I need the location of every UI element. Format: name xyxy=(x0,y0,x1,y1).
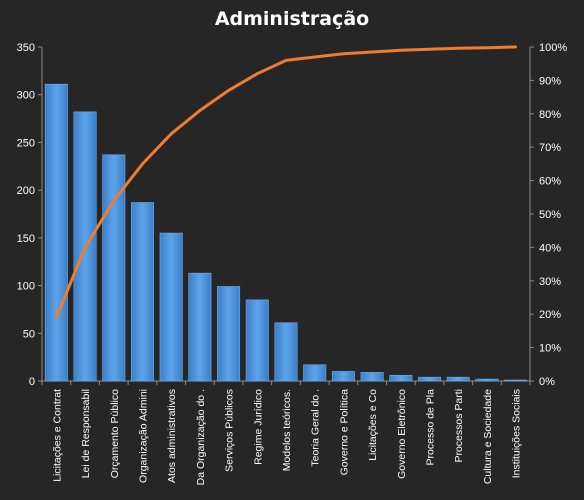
left-tick-label: 50 xyxy=(23,328,35,340)
chart-title: Administração xyxy=(215,8,369,30)
bar xyxy=(331,371,355,382)
category-label: Teoria Geral do . xyxy=(310,389,322,467)
right-tick-label: 90% xyxy=(539,75,561,87)
bar xyxy=(159,232,183,382)
bar xyxy=(360,372,384,382)
bar xyxy=(475,378,499,382)
cumulative-line-series xyxy=(54,45,518,319)
right-tick-label: 50% xyxy=(539,209,561,221)
category-label: Da Organização do . xyxy=(195,389,207,485)
left-tick-label: 150 xyxy=(17,233,35,245)
category-label: Cultura e Sociedade xyxy=(482,389,494,484)
right-tick-label: 80% xyxy=(539,109,561,121)
category-labels: Licitações e Contrat Lei de Responsabil Or… xyxy=(51,389,522,485)
category-label: Regime Jurídico xyxy=(252,389,264,465)
category-label: Lei de Responsabil xyxy=(80,389,92,478)
cumulative-line xyxy=(54,45,518,319)
left-tick-label: 200 xyxy=(17,185,35,197)
category-label: Serviços Públicos xyxy=(224,389,236,472)
bar xyxy=(418,376,442,382)
right-tick-label: 60% xyxy=(539,176,561,188)
category-label: Modelos teóricos. xyxy=(281,389,293,471)
bar xyxy=(188,272,212,382)
bar xyxy=(245,299,269,382)
category-label: Atos administrativos xyxy=(166,389,178,483)
bar-series xyxy=(44,83,528,382)
category-label: Processo de Pla xyxy=(425,389,437,466)
category-label: Processos Parti xyxy=(453,389,465,463)
category-label: Governo Eletrônico xyxy=(396,389,408,479)
right-tick-label: 100% xyxy=(539,42,567,54)
bar xyxy=(303,364,327,382)
bar xyxy=(389,374,413,382)
left-tick-label: 100 xyxy=(17,281,35,293)
right-tick-label: 10% xyxy=(539,343,561,355)
bar xyxy=(274,322,298,382)
bar xyxy=(217,286,241,382)
category-label: Orçamento Público xyxy=(109,389,121,478)
right-tick-label: 40% xyxy=(539,242,561,254)
left-tick-label: 300 xyxy=(17,90,35,102)
category-label: Organização Admini xyxy=(137,389,149,483)
bar xyxy=(44,83,68,382)
left-tick-label: 0 xyxy=(29,376,35,388)
bar xyxy=(130,202,154,382)
left-tick-label: 350 xyxy=(17,42,35,54)
right-tick-label: 30% xyxy=(539,276,561,288)
right-tick-label: 0% xyxy=(539,376,555,388)
category-label: Instituições Sociais xyxy=(511,389,523,478)
category-label: Governo e Política xyxy=(338,389,350,476)
category-label: Licitações e Contrat xyxy=(51,389,63,482)
right-tick-label: 20% xyxy=(539,309,561,321)
bar xyxy=(504,379,528,382)
left-tick-label: 250 xyxy=(17,137,35,149)
axes: 0 50 100 150 200 250 300 350 0% 10% 20% 30% 40% 50% 60… xyxy=(17,42,568,388)
bar xyxy=(446,376,470,382)
category-label: Licitações e Co xyxy=(367,389,379,461)
right-tick-label: 70% xyxy=(539,142,561,154)
